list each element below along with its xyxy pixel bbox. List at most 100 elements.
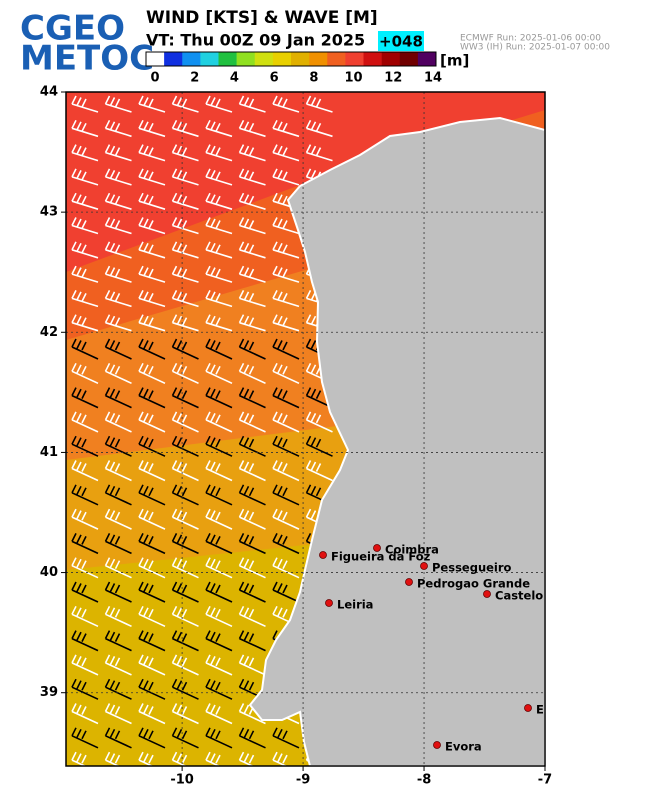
city-marker <box>319 551 327 559</box>
wind-barb <box>138 533 166 555</box>
wind-barb <box>238 387 266 409</box>
wind-barb <box>205 484 233 506</box>
wind-barb <box>272 265 300 283</box>
colorbar-tick-label: 0 <box>150 71 159 86</box>
wind-barb <box>171 217 199 235</box>
colorbar-swatch <box>309 52 328 66</box>
wind-barb <box>138 605 166 628</box>
wind-barb <box>138 654 166 676</box>
wind-barb <box>104 168 132 186</box>
wind-barb <box>205 533 233 555</box>
wind-barb <box>138 168 166 186</box>
wind-barb <box>71 751 87 766</box>
wind-barb <box>238 435 266 457</box>
wind-barb <box>205 241 233 259</box>
wind-barb <box>71 168 99 186</box>
wind-barb <box>238 460 266 482</box>
wind-barb <box>238 411 266 433</box>
wind-barb <box>71 484 99 506</box>
wind-barb <box>104 192 132 210</box>
wind-barb <box>71 387 99 409</box>
y-tick-label: 42 <box>40 325 58 340</box>
wind-barb <box>71 265 99 283</box>
wind-barb <box>138 314 166 332</box>
wind-barb <box>171 387 199 409</box>
y-tick-label: 40 <box>40 565 58 580</box>
wind-barb <box>205 460 233 482</box>
wind-barb <box>104 460 132 482</box>
wind-barb <box>238 557 266 579</box>
wind-barb <box>71 557 99 579</box>
wind-barb <box>104 508 132 530</box>
colorbar-tick-label: 2 <box>190 71 199 86</box>
wind-barb <box>71 362 99 385</box>
wind-barb <box>305 387 333 409</box>
wind-barb <box>238 144 266 162</box>
wind-barb <box>71 533 99 555</box>
wind-barb <box>138 581 166 603</box>
city-label: Pessegueiro <box>432 561 512 575</box>
colorbar-tick-label: 4 <box>230 71 239 86</box>
wind-barb <box>305 95 333 113</box>
wind-barb <box>171 95 199 113</box>
title: WIND [KTS] & WAVE [M] <box>146 8 378 28</box>
city-label: Pedrogao Grande <box>417 577 530 591</box>
city-marker <box>373 544 381 552</box>
wind-barb <box>71 119 99 138</box>
wind-barb <box>138 217 166 235</box>
wind-barb <box>138 387 166 409</box>
logo: METOC <box>20 39 154 79</box>
wind-barb <box>171 605 199 628</box>
wind-barb <box>171 144 199 162</box>
colorbar-swatch <box>146 52 165 66</box>
wind-barb <box>138 727 166 749</box>
wind-barb <box>171 241 199 259</box>
wind-barb <box>205 435 233 457</box>
wind-barb <box>272 411 300 433</box>
wind-barb <box>171 362 199 385</box>
city-label: Figueira da Foz <box>331 550 431 564</box>
wind-barb <box>171 727 199 749</box>
wind-barb <box>104 265 132 283</box>
wind-barb <box>138 678 166 700</box>
city-label: Leiria <box>337 598 373 612</box>
x-tick-label: -9 <box>296 773 310 788</box>
colorbar-swatch <box>218 52 237 66</box>
wind-barb <box>104 338 132 360</box>
wind-barb <box>71 654 99 676</box>
wind-barb <box>272 557 300 579</box>
wind-barb <box>238 727 266 749</box>
wind-barb <box>272 484 300 506</box>
city-marker <box>420 562 428 570</box>
wind-barb <box>272 217 300 235</box>
wind-barb <box>272 362 300 385</box>
wind-barb <box>171 751 188 766</box>
wind-barb <box>272 95 300 113</box>
x-tick-label: -10 <box>170 773 194 788</box>
wind-barb <box>171 654 199 676</box>
wind-barb <box>138 460 166 482</box>
wind-barb <box>171 411 199 433</box>
wind-barb <box>138 484 166 506</box>
wind-barb <box>238 217 266 235</box>
wind-barb <box>171 533 199 555</box>
wind-barb <box>171 484 199 506</box>
wind-barb <box>138 241 166 259</box>
wind-barb <box>171 703 199 725</box>
x-tick-label: -8 <box>417 773 431 788</box>
colorbar-swatch <box>417 52 437 66</box>
wind-barb <box>104 144 132 162</box>
city-marker <box>433 741 441 749</box>
y-tick-label: 39 <box>40 685 58 700</box>
wind-barb <box>138 435 166 457</box>
wind-barb <box>71 460 99 482</box>
wind-barb <box>138 338 166 360</box>
wind-barb <box>205 751 221 766</box>
wind-barb <box>71 241 99 259</box>
wind-barb <box>272 460 300 482</box>
wind-barb <box>272 314 300 332</box>
run-info: WW3 (IH) Run: 2025-01-07 00:00 <box>460 43 610 53</box>
wind-barb <box>104 605 132 628</box>
